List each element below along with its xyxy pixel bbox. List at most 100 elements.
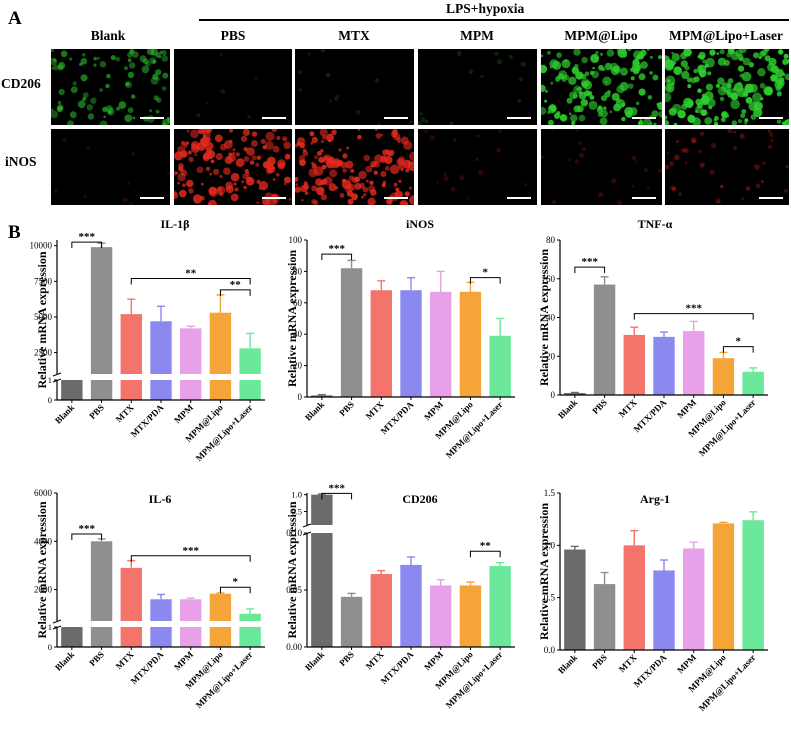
- x-tick-label: MPM: [422, 399, 445, 422]
- cell: [283, 141, 291, 150]
- cell: [331, 129, 337, 136]
- bar: [593, 584, 616, 650]
- cell: [561, 59, 571, 69]
- bar-lower: [150, 627, 172, 647]
- cell: [53, 58, 57, 62]
- cell: [382, 180, 387, 185]
- cell: [606, 49, 615, 57]
- cell: [544, 89, 548, 93]
- significance-bracket: [321, 492, 353, 500]
- cell: [709, 169, 715, 175]
- cell: [541, 154, 544, 160]
- cell: [235, 158, 245, 167]
- micrograph-inos-blank: [51, 129, 170, 205]
- cell: [301, 199, 304, 202]
- cell: [739, 73, 744, 78]
- cell: [223, 167, 231, 175]
- cell: [377, 123, 382, 125]
- cell: [544, 99, 548, 103]
- cell: [155, 109, 160, 114]
- scale-bar: [632, 197, 656, 199]
- cell: [375, 133, 382, 139]
- x-tick-label: Blank: [303, 399, 326, 422]
- x-tick-label: MTX: [114, 649, 136, 671]
- bar: [61, 380, 83, 400]
- cell: [161, 55, 169, 62]
- cell: [363, 193, 367, 197]
- cell: [731, 120, 737, 125]
- cell: [141, 65, 150, 74]
- cell: [517, 98, 522, 103]
- cell: [541, 84, 546, 92]
- bar-lower: [120, 380, 142, 400]
- bar: [90, 247, 113, 374]
- cell: [657, 168, 662, 174]
- cell: [649, 71, 653, 75]
- x-tick-label: MPM@Lipo+Laser: [194, 402, 255, 463]
- cell: [209, 172, 212, 176]
- y-axis-label: Relative mRNA expression: [35, 251, 49, 388]
- x-tick-label: MPM: [172, 402, 195, 425]
- cell: [397, 156, 406, 164]
- cell: [600, 109, 608, 118]
- cell: [311, 161, 314, 165]
- scale-bar: [507, 117, 531, 119]
- cell: [108, 110, 112, 115]
- cell: [705, 83, 713, 91]
- cell: [730, 49, 734, 53]
- x-tick-label: MPM@Lipo+Laser: [697, 397, 758, 458]
- cell: [693, 68, 698, 74]
- cell: [720, 185, 724, 189]
- cell: [600, 52, 603, 56]
- bar: [564, 393, 586, 395]
- cell: [77, 100, 86, 109]
- chart-title: CD206: [402, 492, 437, 506]
- significance-bracket: [469, 550, 501, 558]
- cell: [80, 74, 88, 82]
- cell: [200, 182, 204, 186]
- cell: [677, 110, 686, 119]
- cell: [638, 88, 646, 96]
- cell: [675, 139, 680, 144]
- cell: [386, 198, 393, 205]
- cell: [243, 147, 248, 152]
- cell: [697, 88, 702, 93]
- cell: [97, 56, 101, 60]
- bar-lower: [239, 627, 261, 647]
- cell: [419, 112, 423, 116]
- cell: [722, 112, 728, 119]
- significance-label: **: [230, 279, 242, 291]
- cell: [680, 147, 686, 153]
- cell: [188, 156, 194, 163]
- cell: [296, 137, 306, 146]
- cell: [105, 105, 113, 113]
- cell: [409, 120, 413, 124]
- cell: [153, 95, 159, 101]
- cell: [715, 198, 721, 204]
- cell: [130, 49, 134, 54]
- y-tick-label: 0.0: [544, 645, 556, 655]
- bar: [239, 348, 261, 374]
- bar-lower: [239, 380, 261, 400]
- cell: [556, 111, 561, 116]
- cell: [569, 91, 577, 100]
- y-tick-label: 0: [48, 395, 52, 405]
- cell: [717, 201, 721, 204]
- cell: [588, 100, 598, 110]
- cell: [131, 152, 136, 156]
- cell: [559, 114, 567, 121]
- scale-bar: [262, 197, 286, 199]
- cell: [106, 73, 111, 79]
- significance-label: ***: [78, 523, 95, 535]
- cell: [646, 49, 650, 51]
- cell: [578, 141, 583, 146]
- cell: [740, 113, 746, 119]
- cell: [334, 96, 339, 101]
- x-tick-label: MTX: [364, 649, 386, 671]
- cell: [284, 176, 291, 184]
- cell: [685, 100, 694, 109]
- cell: [769, 132, 774, 138]
- y-tick-label: 2500: [34, 348, 53, 358]
